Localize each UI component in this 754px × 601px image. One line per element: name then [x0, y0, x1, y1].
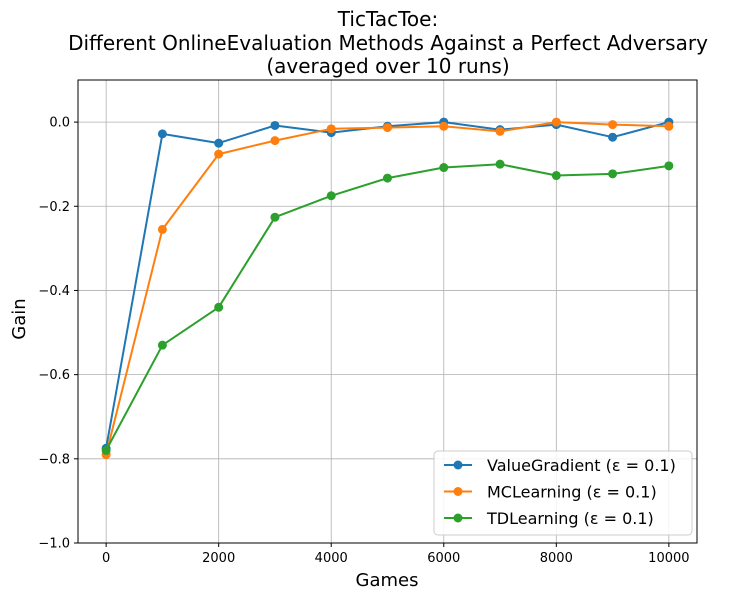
- y-tick-label: −0.6: [38, 368, 70, 383]
- data-point: [551, 171, 561, 181]
- y-tick-label: −1.0: [38, 537, 70, 552]
- x-tick-label: 6000: [427, 551, 460, 566]
- x-tick-label: 2000: [202, 551, 235, 566]
- data-point: [608, 132, 618, 142]
- data-point: [326, 124, 336, 134]
- data-point: [101, 445, 111, 455]
- y-axis-label: Gain: [9, 298, 30, 339]
- series-3: [101, 159, 674, 455]
- data-point: [214, 302, 224, 312]
- data-point: [383, 173, 392, 183]
- chart-title-line-3: (averaged over 10 runs): [266, 54, 509, 78]
- data-point: [495, 126, 505, 136]
- legend: ValueGradient (ε = 0.1) MCLearning (ε = 0…: [433, 450, 693, 536]
- data-point: [270, 136, 280, 146]
- legend-entry: TDLearning (ε = 0.1): [444, 509, 654, 528]
- data-point: [439, 163, 449, 173]
- legend-entry: MCLearning (ε = 0.1): [444, 483, 657, 502]
- legend-label: MCLearning (ε = 0.1): [487, 483, 657, 502]
- y-axis-ticks: −1.0 −0.8 −0.6 −0.4 −0.2 0.0: [38, 116, 78, 552]
- y-tick-label: 0.0: [49, 116, 70, 131]
- x-tick-label: 8000: [540, 551, 573, 566]
- data-point: [551, 117, 561, 127]
- y-tick-label: −0.4: [38, 284, 70, 299]
- series-lines: [101, 117, 674, 460]
- x-tick-label: 4000: [315, 551, 348, 566]
- x-axis-label: Games: [356, 570, 419, 591]
- legend-marker: [453, 487, 463, 496]
- data-point: [270, 212, 280, 222]
- legend-marker: [453, 460, 463, 470]
- data-point: [326, 191, 336, 201]
- y-tick-label: −0.8: [38, 452, 70, 467]
- legend-entry: ValueGradient (ε = 0.1): [444, 456, 676, 475]
- legend-label: ValueGradient (ε = 0.1): [487, 456, 676, 475]
- data-point: [608, 169, 618, 179]
- x-tick-label: 10000: [648, 551, 689, 566]
- y-tick-label: −0.2: [38, 200, 70, 215]
- legend-box: [433, 450, 693, 536]
- data-point: [157, 224, 167, 234]
- data-point: [383, 123, 392, 133]
- data-point: [608, 120, 618, 130]
- data-point: [495, 159, 505, 169]
- data-point: [214, 149, 224, 159]
- data-point: [157, 340, 167, 350]
- data-point: [664, 161, 674, 171]
- legend-marker: [453, 513, 463, 523]
- data-point: [214, 138, 224, 148]
- chart-title-line-2: Different OnlineEvaluation Methods Again…: [68, 31, 708, 55]
- chart-title-line-1: TicTacToe:: [337, 7, 438, 31]
- data-point: [664, 121, 674, 131]
- data-point: [270, 120, 280, 130]
- data-point: [439, 121, 449, 131]
- x-axis-ticks: 0 2000 4000 6000 8000 10000: [102, 543, 690, 566]
- chart-title: TicTacToe: Different OnlineEvaluation Me…: [68, 7, 708, 78]
- legend-label: TDLearning (ε = 0.1): [486, 509, 654, 528]
- plot-area-frame: [77, 79, 698, 544]
- x-tick-label: 0: [102, 551, 110, 566]
- data-point: [157, 129, 167, 139]
